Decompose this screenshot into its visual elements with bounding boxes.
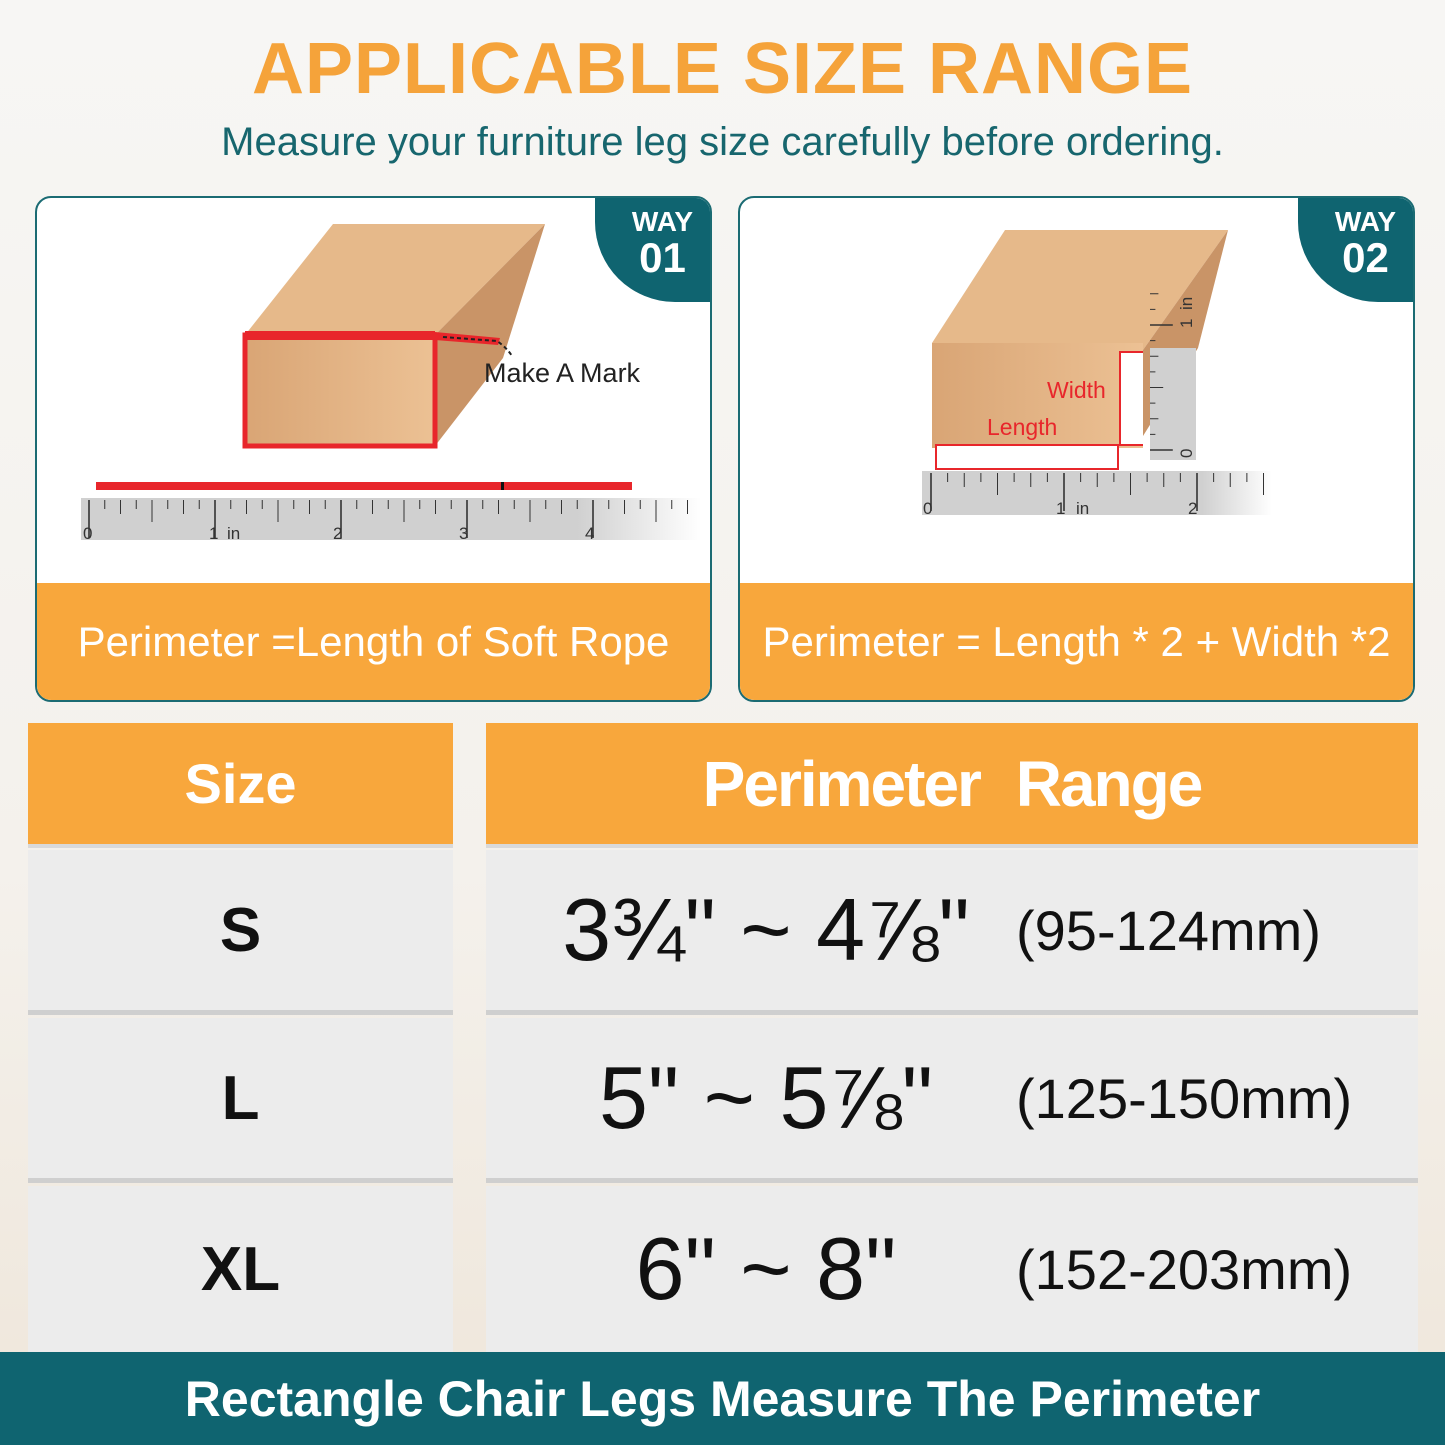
ruler-label: 1 bbox=[209, 524, 218, 543]
ruler-label: 2 bbox=[1188, 499, 1197, 518]
rope-wrap bbox=[245, 331, 435, 340]
mark-arrow-icon bbox=[442, 336, 513, 357]
vertical-ruler-unit: in bbox=[1177, 297, 1196, 310]
badge-word: WAY bbox=[631, 206, 694, 237]
perimeter-range-column-header: Perimeter Range bbox=[486, 723, 1418, 848]
footer-banner: Rectangle Chair Legs Measure The Perimet… bbox=[0, 1352, 1445, 1445]
range-mm: (95-124mm) bbox=[1016, 898, 1321, 962]
length-bracket bbox=[935, 444, 1119, 470]
wood-block-rope-illustration: Make A Mark 0 1 in 2 3 4 bbox=[81, 224, 701, 543]
rope-mark bbox=[501, 482, 504, 490]
size-column-header: Size bbox=[28, 723, 453, 848]
size-cell: L bbox=[28, 1018, 453, 1183]
page-title: APPLICABLE SIZE RANGE bbox=[251, 29, 1194, 109]
make-a-mark-label: Make A Mark bbox=[484, 358, 641, 388]
ruler-ticks bbox=[88, 500, 688, 538]
size-cell: S bbox=[28, 850, 453, 1015]
vertical-ruler bbox=[1150, 348, 1196, 460]
wood-top-face bbox=[245, 224, 545, 335]
page-subtitle: Measure your furniture leg size carefull… bbox=[221, 120, 1224, 164]
ruler-unit-label: in bbox=[227, 524, 240, 543]
size-cell: XL bbox=[28, 1186, 453, 1352]
ruler-label: 3 bbox=[459, 524, 468, 543]
badge-number: 02 bbox=[1342, 234, 1389, 281]
range-mm: (125-150mm) bbox=[1016, 1066, 1353, 1130]
ruler-unit-label: in bbox=[1076, 499, 1089, 518]
wood-top-face bbox=[932, 230, 1228, 350]
range-cell: 6" ~ 8" (152-203mm) bbox=[486, 1186, 1418, 1352]
ruler-label: 0 bbox=[923, 499, 932, 518]
width-bracket bbox=[1119, 351, 1143, 446]
ruler-label: 2 bbox=[333, 524, 342, 543]
ruler-ticks bbox=[930, 473, 1264, 511]
way-01-card: Make A Mark 0 1 in 2 3 4 WAY 01 Perimeter… bbox=[35, 196, 712, 702]
range-inches: 5" ~ 5⅞" bbox=[598, 1048, 934, 1147]
range-inches: 6" ~ 8" bbox=[635, 1219, 897, 1318]
range-mm: (152-203mm) bbox=[1016, 1237, 1353, 1301]
ruler-label: 0 bbox=[83, 524, 92, 543]
formula-banner: Perimeter = Length * 2 + Width *2 bbox=[740, 583, 1413, 700]
unwrapped-rope bbox=[96, 482, 632, 490]
way-02-card: 0 1 in Width Length 0 1 in 2 WAY 02 Perim… bbox=[738, 196, 1415, 702]
range-cell: 3¾" ~ 4⅞" (95-124mm) bbox=[486, 850, 1418, 1015]
wood-front-face bbox=[242, 332, 438, 449]
ruler-label: 4 bbox=[585, 524, 594, 543]
range-cell: 5" ~ 5⅞" (125-150mm) bbox=[486, 1018, 1418, 1183]
width-label: Width bbox=[1047, 377, 1106, 403]
vertical-ruler-ticks bbox=[1150, 293, 1173, 451]
vertical-ruler-label: 1 bbox=[1177, 319, 1196, 328]
vertical-ruler-label: 0 bbox=[1177, 449, 1196, 458]
wood-side-face bbox=[435, 224, 545, 446]
ruler bbox=[81, 498, 701, 540]
ruler-label: 1 bbox=[1056, 499, 1065, 518]
wood-block-ruler-illustration: 0 1 in Width Length 0 1 in 2 bbox=[922, 230, 1272, 518]
formula-banner: Perimeter =Length of Soft Rope bbox=[37, 583, 710, 700]
wood-front-face bbox=[932, 343, 1143, 448]
range-inches: 3¾" ~ 4⅞" bbox=[562, 880, 970, 979]
length-label: Length bbox=[987, 414, 1057, 440]
badge-number: 01 bbox=[639, 234, 686, 281]
badge-word: WAY bbox=[1334, 206, 1397, 237]
